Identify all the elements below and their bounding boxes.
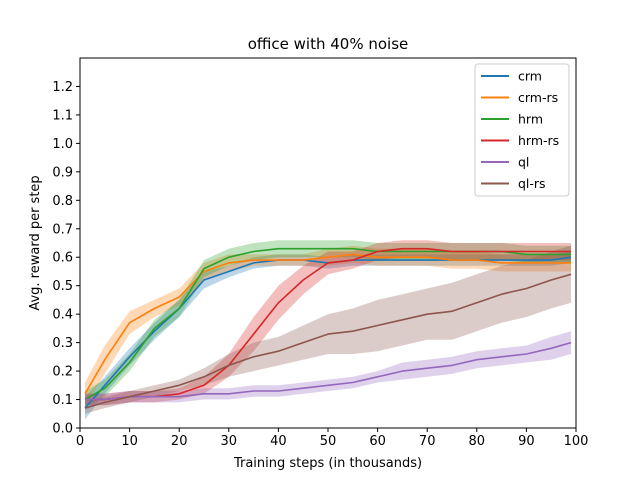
line-crm-rs [84, 253, 571, 395]
y-tick-label: 0.8 [52, 194, 73, 209]
y-tick-label: 0.5 [52, 279, 73, 294]
band-ql [85, 331, 571, 406]
legend-label-ql: ql [518, 155, 529, 170]
y-tick-label: 0.7 [52, 222, 73, 237]
legend-label-ql-rs: ql-rs [518, 176, 546, 191]
x-axis-label: Training steps (in thousands) [233, 456, 422, 471]
line-ql [85, 341, 572, 401]
x-tick-label: 40 [270, 434, 287, 449]
x-tick-label: 0 [76, 434, 84, 449]
band-hrm [85, 240, 571, 409]
series-lines [84, 247, 572, 409]
legend-label-crm-rs: crm-rs [518, 90, 558, 105]
x-tick-label: 10 [121, 434, 138, 449]
y-tick-label: 0.9 [52, 165, 73, 180]
y-tick-label: 0.0 [52, 422, 73, 437]
legend-label-crm: crm [518, 69, 542, 84]
legend-label-hrm: hrm [518, 112, 543, 127]
x-tick-label: 90 [518, 434, 535, 449]
y-tick-label: 1.1 [52, 108, 73, 123]
confidence-bands [85, 240, 571, 420]
x-tick-label: 80 [469, 434, 486, 449]
x-tick-label: 100 [564, 434, 589, 449]
band-ql-rs [85, 245, 571, 414]
x-tick-label: 60 [369, 434, 386, 449]
y-tick-label: 0.6 [52, 251, 73, 266]
y-tick-label: 0.1 [52, 393, 73, 408]
legend: crm crm-rs hrm hrm-rs ql ql-rs [474, 63, 570, 197]
band-hrm-rs [85, 240, 571, 406]
y-tick-label: 1.2 [52, 80, 73, 95]
band-crm-rs [85, 245, 571, 406]
x-tick-label: 20 [171, 434, 188, 449]
legend-label-hrm-rs: hrm-rs [518, 133, 559, 148]
y-tick-label: 0.4 [52, 308, 73, 323]
x-axis-ticks: 0 10 20 30 40 50 60 70 80 90 100 [76, 428, 589, 449]
chart-title: office with 40% noise [248, 35, 409, 53]
y-tick-label: 0.3 [52, 336, 73, 351]
y-axis-label: Avg. reward per step [28, 175, 43, 310]
y-axis-ticks: 0.0 0.1 0.2 0.3 0.4 0.5 0.6 0.7 0.8 0.9 1.0 1.1 1.2 [52, 80, 80, 437]
y-tick-label: 0.2 [52, 365, 73, 380]
line-hrm-rs [85, 247, 571, 401]
line-ql-rs [84, 273, 572, 409]
x-tick-label: 30 [221, 434, 238, 449]
y-tick-label: 1.0 [52, 137, 73, 152]
x-tick-label: 50 [320, 434, 337, 449]
x-tick-label: 70 [419, 434, 436, 449]
